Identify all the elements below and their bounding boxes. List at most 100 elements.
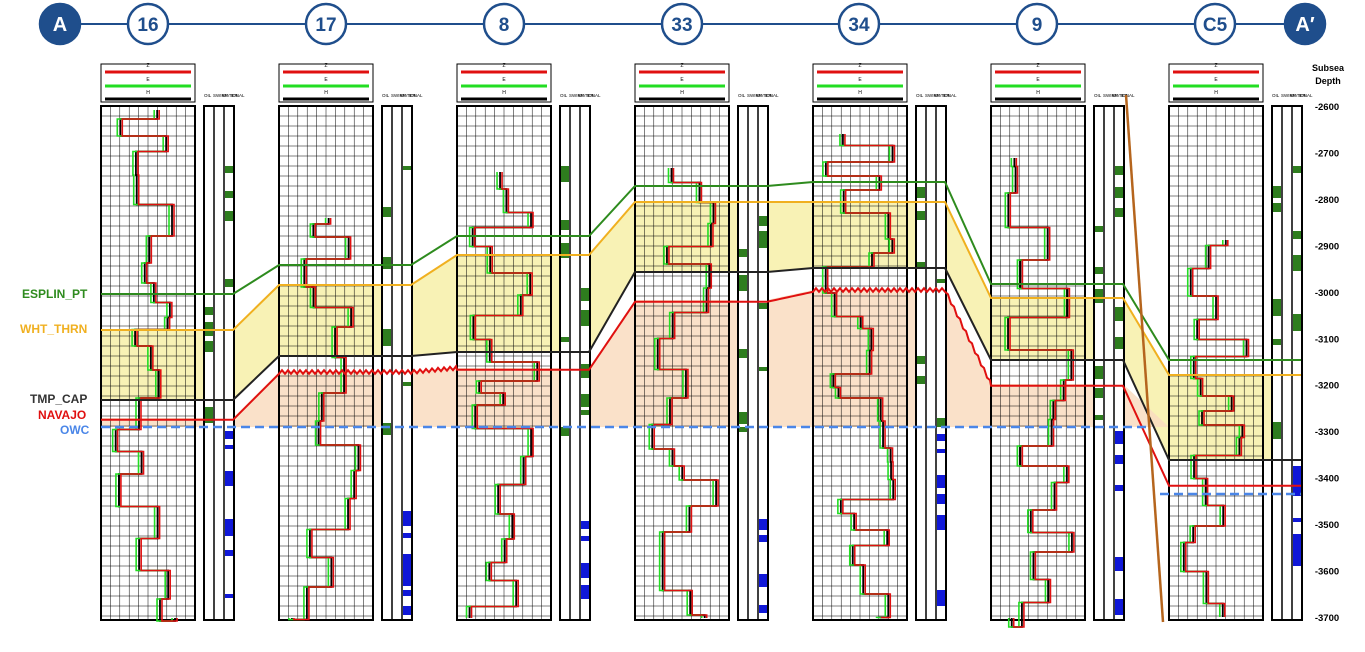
aux-col-label: WATER (756, 93, 772, 98)
depth-tick: -3600 (1315, 567, 1339, 578)
fluid-flag (561, 220, 569, 230)
curve-name: H (1214, 90, 1218, 96)
fluid-flag (739, 427, 747, 432)
fluid-flag (1095, 267, 1103, 274)
well-label: 17 (315, 15, 336, 36)
log-curve (1004, 158, 1070, 628)
fluid-flag (581, 310, 589, 326)
aux-track-frame (203, 105, 235, 621)
depth-tick: -3000 (1315, 288, 1339, 299)
aux-col-label: OIL (738, 93, 746, 98)
curve-name: E (858, 77, 862, 83)
fluid-flag (739, 249, 747, 257)
well-circle (1283, 2, 1327, 46)
fluid-flag (205, 407, 213, 423)
aux-col-label: SWIRR (1281, 93, 1297, 98)
fluid-flag (1115, 208, 1123, 217)
fluid-flag (1293, 466, 1301, 480)
aux-col-label: WATER (934, 93, 950, 98)
curve-name: E (680, 77, 684, 83)
fluid-flag (1115, 337, 1123, 349)
aux-col-label: WATER (1290, 93, 1306, 98)
well-marker-33: 33 (660, 2, 704, 46)
fluid-flag (1273, 203, 1281, 212)
well-label: 34 (848, 15, 870, 36)
well-marker-16: 16 (126, 2, 170, 46)
aux-col-label: WATER (1112, 93, 1128, 98)
curve-name: E (146, 77, 150, 83)
depth-tick: -3200 (1315, 381, 1339, 392)
curve-name: E (1214, 77, 1218, 83)
depth-axis: -2600 -2700 -2800 -2900 -3000 -3100 -3200 -3300… (1315, 102, 1339, 624)
curve-name: H (858, 90, 862, 96)
fluid-flag (205, 307, 213, 315)
fluid-flag (225, 445, 233, 449)
aux-col-label: SWIRR (569, 93, 585, 98)
aux-col-label: WATER (578, 93, 594, 98)
fluid-flag (917, 356, 925, 364)
fluid-flag (225, 166, 233, 173)
track-header (100, 63, 196, 103)
fluid-flag (1095, 366, 1103, 379)
curve-name: H (502, 90, 506, 96)
fluid-flag (225, 211, 233, 221)
depth-tick: -3300 (1315, 427, 1339, 438)
fluid-flag (1293, 534, 1301, 549)
aux-col-label: OIL (560, 93, 568, 98)
fluid-flag (759, 216, 767, 226)
fluid-flag (1273, 422, 1281, 439)
log-curve (1185, 240, 1250, 617)
fluid-flag (403, 590, 411, 596)
horizon-label-tmpcap: TMP_CAP (30, 392, 87, 406)
fluid-flag (937, 590, 945, 606)
well-marker-8: 8 (482, 2, 526, 46)
curve-name: Z (502, 63, 505, 69)
fluid-flag (1293, 518, 1301, 522)
fluid-flag (581, 410, 589, 415)
fluid-flag (581, 585, 589, 599)
fluid-flag (759, 231, 767, 248)
curve-name: E (1036, 77, 1040, 83)
aux-col-label: OIL (382, 93, 390, 98)
fluid-flag (383, 257, 391, 269)
well-label: A (53, 14, 67, 36)
log-curve (288, 218, 357, 621)
fluid-flag (759, 367, 767, 371)
aux-track-frame (381, 105, 413, 621)
fluid-flag (225, 550, 233, 556)
fluid-flag (383, 423, 391, 435)
aux-col-label: OIL (916, 93, 924, 98)
well-circle (1193, 2, 1237, 46)
fluid-flag (581, 536, 589, 541)
depth-tick: -3400 (1315, 474, 1339, 485)
horizon-label-whtthrn: WHT_THRN (20, 322, 87, 336)
curve-name: E (502, 77, 506, 83)
fluid-flag (1273, 339, 1281, 345)
well-circle (837, 2, 881, 46)
fluid-flag (1095, 415, 1103, 420)
track-header (456, 63, 552, 103)
fluid-flag (561, 337, 569, 342)
fluid-flag (581, 364, 589, 378)
curve-name: Z (324, 63, 327, 69)
curve-name: H (680, 90, 684, 96)
fluid-flag (1293, 255, 1301, 271)
depth-axis-title-1: Subsea (1312, 63, 1345, 73)
aux-col-label: IONAL (1299, 93, 1313, 98)
track-header (1168, 63, 1264, 103)
well-circle (126, 2, 170, 46)
fluid-flag (937, 475, 945, 488)
curve-name: H (324, 90, 328, 96)
well-marker-A: A′ (1283, 2, 1327, 46)
fluid-flag (739, 412, 747, 424)
curve-name: Z (858, 63, 861, 69)
horizon-navajo (101, 286, 1301, 487)
track-header (634, 63, 730, 103)
fluid-flag (403, 606, 411, 615)
fluid-flag (1273, 186, 1281, 198)
